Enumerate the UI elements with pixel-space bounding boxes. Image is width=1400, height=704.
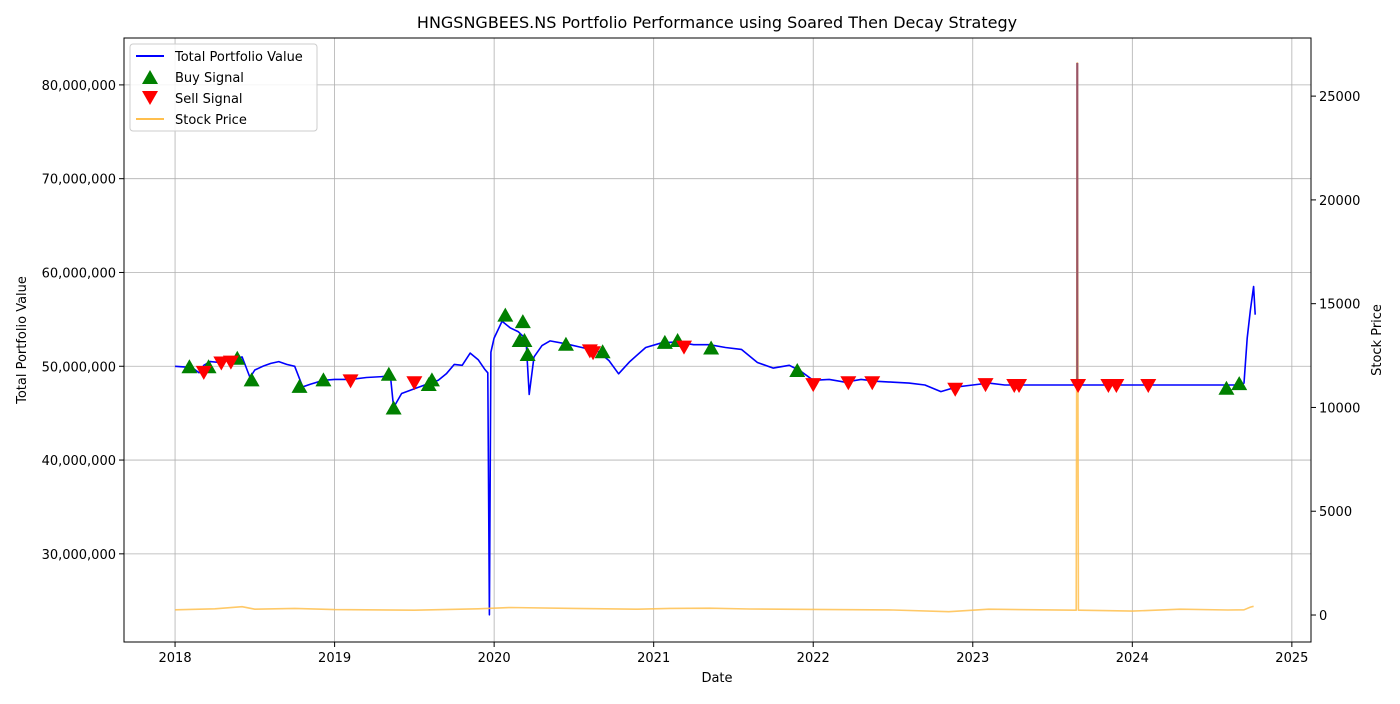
- sell-signal-marker: [222, 355, 239, 370]
- x-axis-title: Date: [701, 671, 732, 686]
- y-tick-label: 30,000,000: [42, 548, 116, 563]
- chart-title: HNGSNGBEES.NS Portfolio Performance usin…: [417, 13, 1017, 32]
- x-tick-label: 2018: [159, 651, 192, 666]
- legend-sell-swatch: [142, 91, 158, 105]
- series-layer: [175, 62, 1256, 616]
- sell-signal-marker: [805, 378, 822, 393]
- y2-tick-label: 5000: [1319, 505, 1352, 520]
- buy-signal-marker: [514, 314, 531, 329]
- sell-signal-marker: [585, 346, 602, 361]
- buy-signal-marker: [557, 336, 574, 351]
- x-tick-label: 2024: [1116, 651, 1149, 666]
- x-tick-label: 2022: [797, 651, 830, 666]
- buy-signal-marker: [1231, 376, 1248, 391]
- y2-tick-label: 10000: [1319, 401, 1360, 416]
- y-tick-label: 40,000,000: [42, 454, 116, 469]
- sell-signal-marker: [195, 365, 212, 380]
- axes-layer: 2018 2019 2020 2021 2022 2023 2024 2025 30,000,0…: [42, 79, 1361, 666]
- x-tick-label: 2019: [318, 651, 351, 666]
- sell-signal-marker: [675, 340, 692, 355]
- plot-frame: [123, 37, 1312, 643]
- legend-sell-label: Sell Signal: [175, 92, 243, 107]
- legend-portfolio-label: Total Portfolio Value: [174, 50, 303, 65]
- buy-signal-marker: [789, 362, 806, 377]
- buy-signal-marker: [594, 344, 611, 359]
- buy-signal-marker: [656, 334, 673, 349]
- y-tick-label: 50,000,000: [42, 360, 116, 375]
- buy-signal-marker: [703, 340, 720, 355]
- legend: Total Portfolio Value Buy Signal Sell Si…: [129, 43, 318, 132]
- legend-box: [129, 43, 318, 132]
- x-tick-label: 2020: [478, 651, 511, 666]
- x-tick-label: 2025: [1275, 651, 1308, 666]
- buy-signal-marker: [243, 372, 260, 387]
- grid-layer: [124, 38, 1311, 642]
- buy-signal-marker: [516, 332, 533, 347]
- sell-signal-marker: [1108, 379, 1125, 394]
- x-tick-label: 2023: [956, 651, 989, 666]
- markers-layer: [181, 307, 1248, 415]
- sell-signal-marker: [1070, 379, 1087, 394]
- buy-signal-marker: [291, 378, 308, 393]
- sell-signal-marker: [947, 382, 964, 397]
- buy-signal-marker: [519, 347, 536, 362]
- y-axis-title: Total Portfolio Value: [15, 276, 30, 405]
- y2-tick-label: 25000: [1319, 90, 1360, 105]
- sell-signal-marker: [977, 378, 994, 393]
- sell-signal-marker: [840, 376, 857, 391]
- y2-tick-label: 15000: [1319, 298, 1360, 313]
- buy-signal-marker: [497, 307, 514, 322]
- y-tick-label: 70,000,000: [42, 173, 116, 188]
- buy-signal-marker: [385, 400, 402, 415]
- portfolio-value-line: [175, 285, 1256, 616]
- y2-tick-label: 20000: [1319, 194, 1360, 209]
- y2-axis-title: Stock Price: [1370, 304, 1385, 376]
- legend-buy-swatch: [142, 70, 158, 84]
- buy-signal-marker: [181, 359, 198, 374]
- buy-signal-marker: [423, 372, 440, 387]
- buy-signal-marker: [380, 366, 397, 381]
- y-tick-label: 60,000,000: [42, 266, 116, 281]
- sell-signal-marker: [406, 376, 423, 391]
- y2-tick-label: 0: [1319, 609, 1327, 624]
- sell-signal-marker: [1140, 379, 1157, 394]
- x-tick-label: 2021: [637, 651, 670, 666]
- y-tick-label: 80,000,000: [42, 79, 116, 94]
- sell-signal-marker: [1011, 379, 1028, 394]
- buy-signal-marker: [1218, 380, 1235, 395]
- legend-buy-label: Buy Signal: [175, 71, 244, 86]
- sell-signal-marker: [342, 374, 359, 389]
- buy-signal-marker: [315, 372, 332, 387]
- legend-price-label: Stock Price: [175, 113, 247, 128]
- stock-price-line: [175, 62, 1254, 613]
- sell-signal-marker: [864, 376, 881, 391]
- sell-signal-marker: [213, 356, 230, 371]
